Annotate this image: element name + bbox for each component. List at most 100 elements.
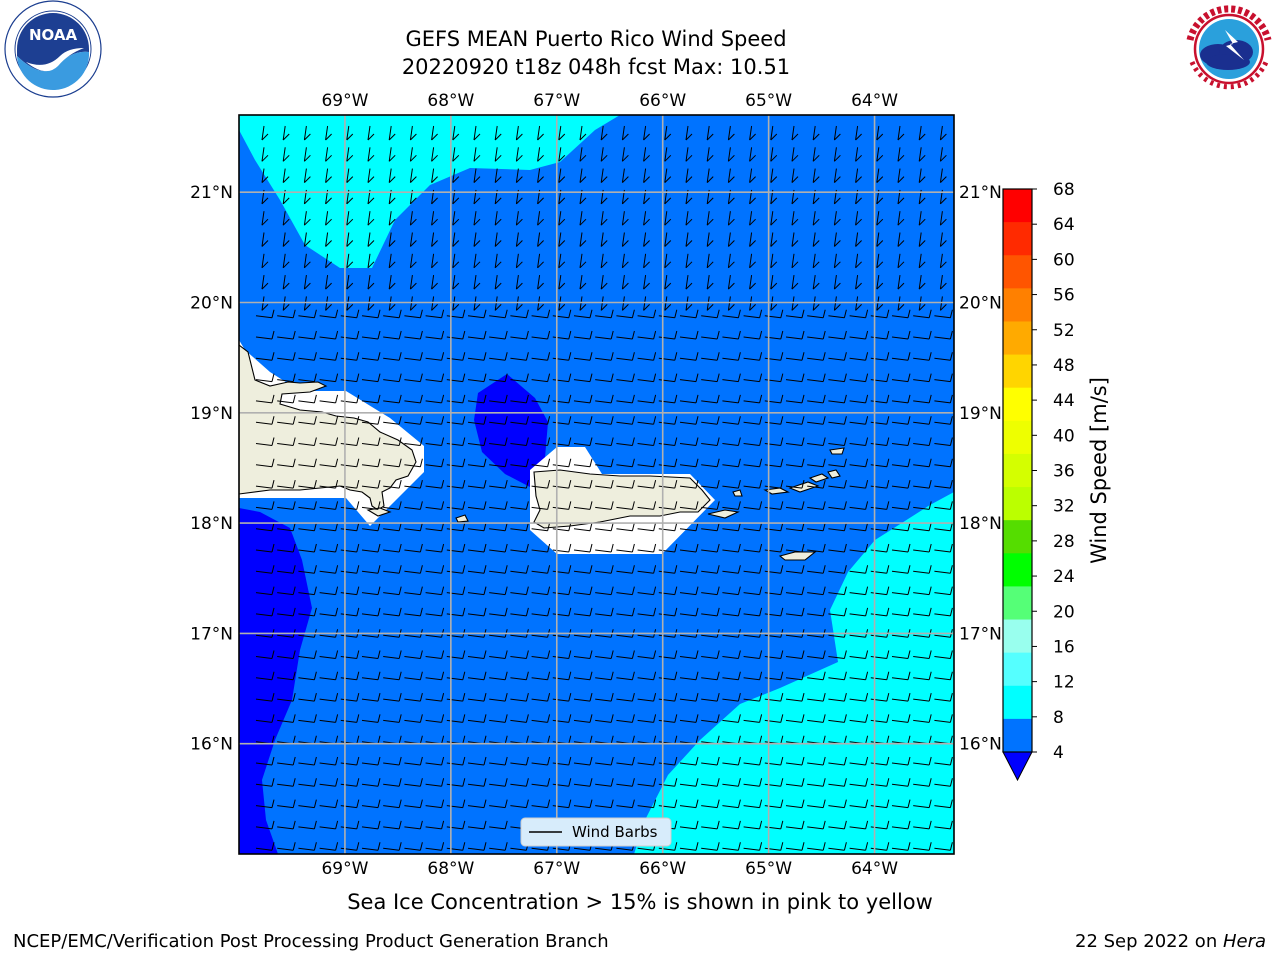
wind-barb — [764, 437, 784, 446]
wind-barb — [701, 607, 720, 617]
wind-barb — [913, 352, 932, 361]
wind-barb — [637, 650, 657, 659]
wind-barb — [298, 437, 317, 446]
wind-barb — [870, 501, 890, 510]
wind-barb — [833, 275, 841, 290]
wind-barb — [510, 479, 529, 489]
wind-barb — [383, 352, 402, 361]
wind-barb — [489, 650, 508, 659]
wind-barb — [616, 714, 635, 723]
wind-barb — [828, 820, 847, 830]
wind-barb — [573, 522, 593, 532]
wind-barb — [303, 147, 311, 162]
wind-barb — [764, 479, 784, 489]
wind-barb — [764, 607, 784, 617]
wind-barb — [531, 373, 551, 383]
wind-barb — [643, 253, 650, 269]
wind-barb — [537, 253, 544, 269]
wind-barb — [621, 211, 629, 226]
wind-barb — [701, 458, 720, 468]
wind-barb — [383, 543, 402, 553]
wind-barb — [658, 501, 678, 510]
colorbar-swatch — [1003, 586, 1032, 621]
wind-barb — [446, 522, 466, 532]
wind-barb — [473, 232, 481, 247]
wind-barb — [515, 232, 523, 247]
wind-barb — [298, 501, 317, 510]
wind-barb — [510, 543, 529, 553]
wind-barb — [383, 820, 402, 830]
wind-barb — [764, 330, 784, 340]
wind-barb — [722, 756, 741, 766]
wind-barb — [361, 330, 381, 340]
wind-barb — [658, 714, 678, 723]
wind-barb — [319, 820, 339, 830]
lat-label-right: 20°N — [959, 294, 1002, 314]
lon-label-bottom: 69°W — [321, 859, 368, 879]
wind-barb — [807, 501, 826, 510]
wind-barb — [722, 501, 741, 510]
wind-barb — [595, 373, 614, 383]
wind-barb — [722, 650, 741, 659]
wind-barb — [510, 437, 529, 446]
wind-barb — [425, 416, 445, 425]
wind-barb — [679, 671, 699, 681]
wind-barb — [446, 309, 466, 319]
wind-barb — [473, 253, 481, 269]
wind-barb — [298, 543, 317, 553]
wind-barb — [319, 778, 339, 787]
wind-barb — [340, 330, 360, 340]
wind-barb — [897, 168, 905, 183]
wind-barb — [383, 394, 402, 404]
wind-barb — [446, 778, 466, 787]
wind-barb — [727, 125, 735, 141]
wind-barb — [346, 296, 354, 311]
wind-barb — [743, 309, 763, 319]
wind-barb — [643, 296, 650, 311]
wind-barb — [515, 125, 523, 141]
wind-barb — [939, 275, 947, 290]
wind-barb — [722, 842, 741, 851]
footer-date: 22 Sep 2022 on Hera — [1075, 931, 1266, 952]
wind-barb — [939, 232, 947, 247]
wind-barb — [446, 565, 466, 574]
wind-barb — [298, 352, 317, 361]
wind-barb — [255, 309, 275, 319]
wind-barb — [849, 842, 869, 851]
wind-barb — [325, 296, 332, 311]
wind-barb — [849, 394, 869, 404]
wind-barb — [361, 586, 381, 596]
wind-barb — [849, 586, 869, 596]
wind-barb — [870, 330, 890, 340]
wind-barb — [425, 692, 445, 702]
wind-barb — [298, 373, 317, 383]
wind-barb — [383, 799, 402, 809]
wind-barb — [600, 211, 608, 226]
wind-barb — [531, 330, 551, 340]
wind-barb — [764, 522, 784, 532]
wind-barb — [785, 309, 805, 319]
wind-barb — [261, 125, 269, 141]
wind-barb — [722, 352, 741, 361]
wind-barb — [828, 607, 847, 617]
wind-barb — [494, 275, 502, 290]
wind-barb — [367, 211, 375, 226]
colorbar-tick-label: 52 — [1053, 321, 1075, 341]
wind-barb — [934, 458, 953, 468]
wind-barb — [939, 168, 947, 183]
wind-barb — [409, 296, 417, 311]
colorbar-swatch — [1003, 321, 1032, 356]
wind-barb — [807, 650, 826, 659]
wind-barb — [282, 296, 290, 311]
wind-barb — [303, 232, 311, 247]
wind-barb — [658, 565, 678, 574]
wind-barb — [679, 565, 699, 574]
wind-barb — [939, 296, 947, 311]
wind-barb — [446, 437, 466, 446]
wind-barb — [743, 650, 763, 659]
wind-barb — [595, 479, 614, 489]
lat-label-right: 21°N — [959, 183, 1002, 203]
wind-band-below-4-west — [239, 508, 312, 854]
wind-barb — [255, 565, 275, 574]
wind-barb — [891, 756, 911, 766]
